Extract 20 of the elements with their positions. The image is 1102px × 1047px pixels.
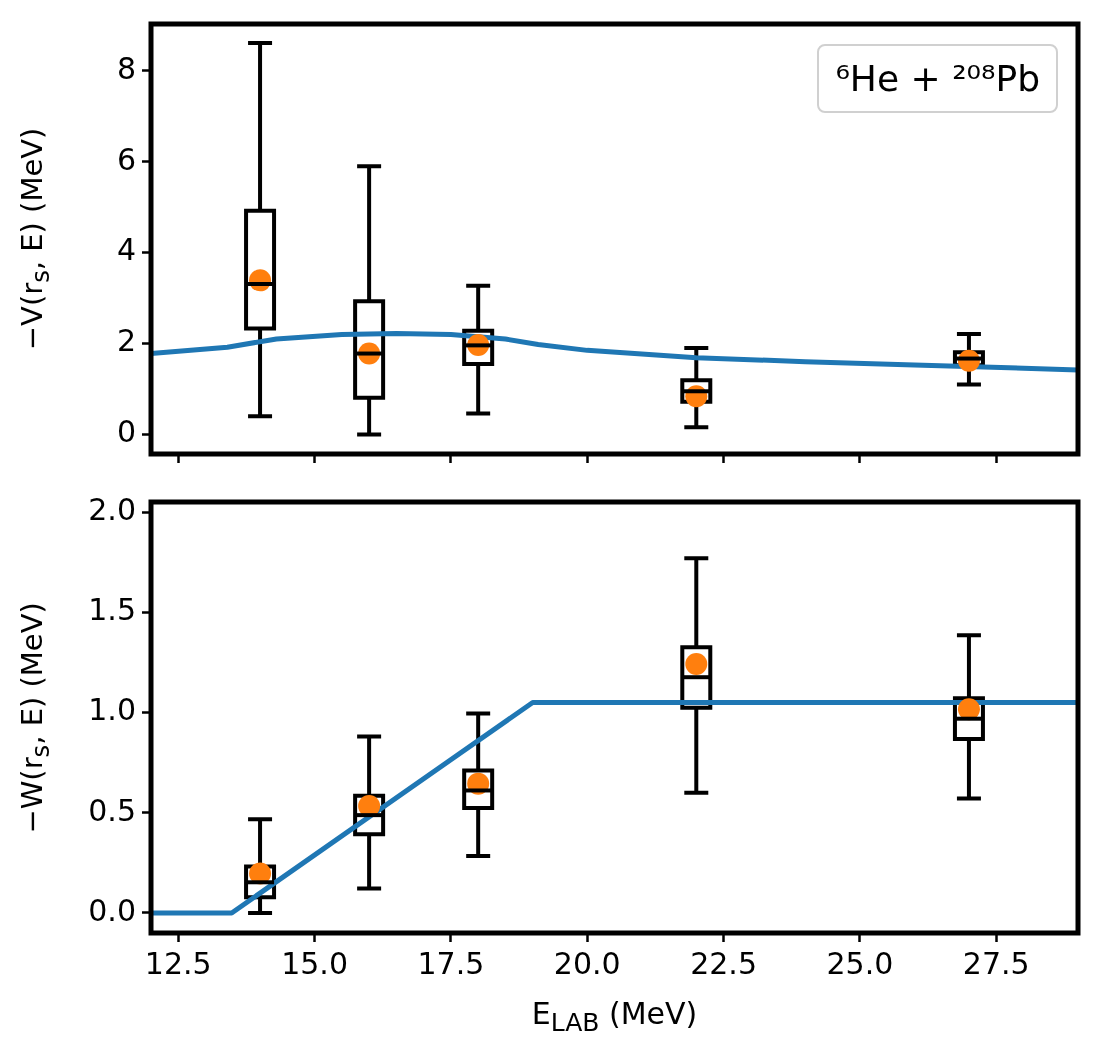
point — [685, 652, 708, 675]
y-tick-label: 2 — [116, 323, 136, 359]
annotation: ⁶He + ²⁰⁸Pb — [817, 44, 1058, 113]
x-axis-title: E$_{LAB}$ (MeV) — [531, 996, 698, 1037]
y-tick-label: 1.0 — [88, 692, 136, 728]
x-tick-label: 12.5 — [144, 945, 212, 981]
x-tick-label: 22.5 — [690, 945, 757, 981]
y-tick-label: 0 — [116, 414, 136, 450]
x-tick-label: 25.0 — [826, 945, 894, 981]
y-tick-label: 0.5 — [88, 792, 136, 828]
x-tick-label: 20.0 — [553, 945, 621, 981]
y-tick-label: 6 — [116, 141, 136, 177]
x-tick-label: 27.5 — [962, 945, 1030, 981]
x-tick-label: 15.0 — [281, 945, 348, 981]
y-tick-label: 8 — [116, 50, 136, 86]
x-tick-label: 17.5 — [417, 945, 485, 981]
y-tick-label: 2.0 — [88, 491, 136, 527]
y-tick-label: 1.5 — [88, 592, 136, 628]
y-tick-label: 4 — [116, 232, 136, 268]
y-tick-label: 0.0 — [88, 892, 136, 928]
